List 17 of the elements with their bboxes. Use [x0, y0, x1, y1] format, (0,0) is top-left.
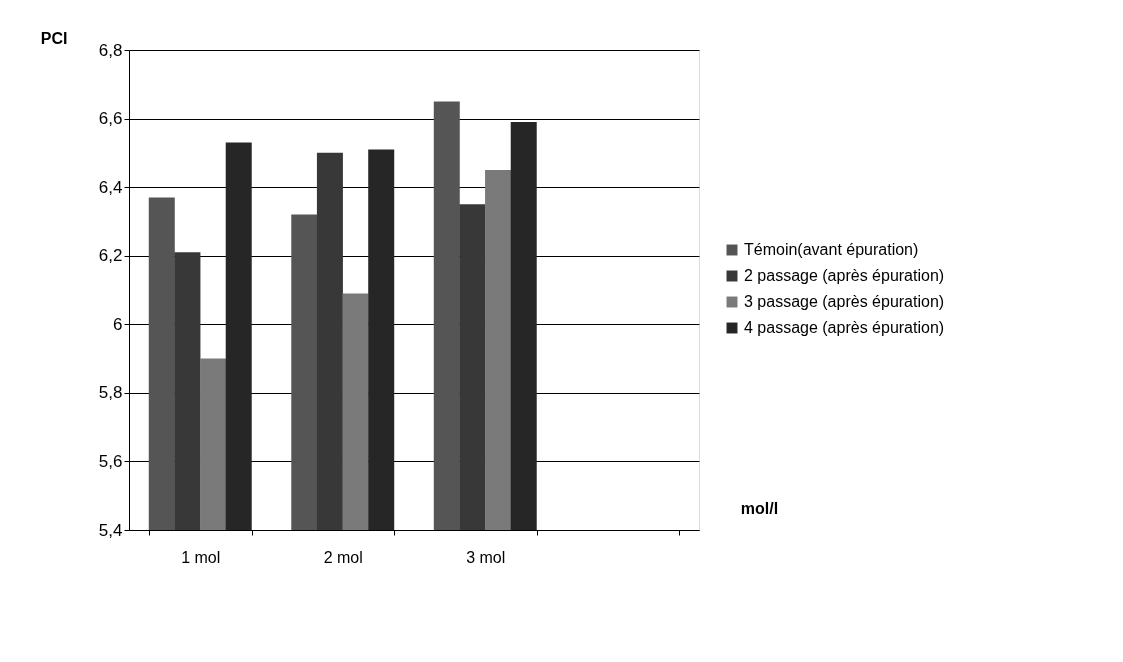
x-tick-label: 1 mol	[181, 548, 221, 566]
x-axis-title: mol/l	[740, 499, 779, 517]
y-axis-title: PCI	[40, 29, 68, 47]
legend-label: 3 passage (après épuration)	[744, 293, 945, 310]
y-tick-label: 6,6	[98, 109, 123, 129]
legend-label: 2 passage (après épuration)	[744, 267, 945, 284]
y-tick-label: 5,6	[98, 451, 123, 471]
y-tick-label: 6,8	[98, 40, 123, 60]
x-tick-label: 2 mol	[323, 548, 363, 566]
y-tick-label: 5,4	[98, 520, 123, 540]
y-tick-label: 5,8	[98, 383, 123, 403]
legend-label: Témoin(avant épuration)	[744, 241, 919, 258]
x-tick-label: 3 mol	[466, 548, 506, 566]
y-tick-label: 6,4	[98, 177, 123, 197]
y-tick-label: 6	[113, 314, 123, 334]
y-tick-label: 6,2	[98, 246, 123, 266]
legend-label: 4 passage (après épuration)	[744, 319, 945, 336]
